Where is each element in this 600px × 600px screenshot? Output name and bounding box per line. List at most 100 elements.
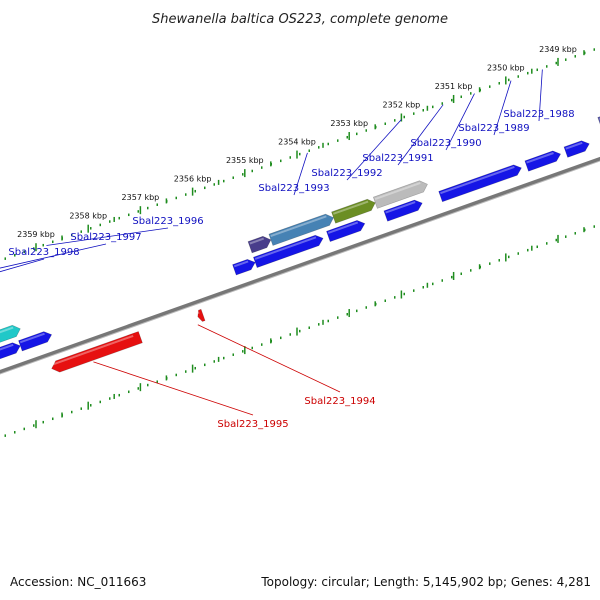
backbone-shadow bbox=[0, 160, 600, 375]
gene-arrow-highlight bbox=[565, 141, 583, 150]
scale-dot bbox=[346, 135, 348, 139]
scale-dot bbox=[337, 139, 339, 142]
scale-dot bbox=[185, 193, 187, 196]
label-leader-lines bbox=[0, 69, 543, 416]
label-leader-line bbox=[46, 227, 169, 246]
label-leader-line bbox=[93, 361, 254, 416]
scale-dot bbox=[261, 343, 263, 346]
scale-dot bbox=[327, 319, 329, 323]
gene-arrow-highlight bbox=[249, 237, 265, 245]
scale-tick-label: 2357 kbp bbox=[122, 193, 160, 202]
scale-tick-label: 2356 kbp bbox=[174, 175, 212, 184]
gene-arrow-highlight bbox=[327, 221, 359, 234]
scale-dot bbox=[546, 65, 548, 68]
scale-dot bbox=[451, 98, 453, 102]
scale-dot bbox=[555, 61, 557, 65]
scale-dot bbox=[42, 243, 44, 247]
gene-arrow bbox=[268, 213, 334, 246]
gene-label[interactable]: Sbal223_1993 bbox=[258, 183, 329, 194]
scale-dot bbox=[261, 166, 263, 169]
scale-tick-label: 2352 kbp bbox=[383, 101, 421, 110]
scale-dot bbox=[242, 173, 244, 176]
genome-summary-text: Topology: circular; Length: 5,145,902 bp… bbox=[260, 575, 591, 589]
scale-dot bbox=[23, 250, 25, 254]
gene-arrow bbox=[383, 199, 423, 222]
scale-dot bbox=[327, 142, 329, 146]
scale-dot bbox=[194, 366, 196, 370]
scale-dot bbox=[137, 210, 139, 213]
scale-tick-label: 2355 kbp bbox=[226, 156, 264, 165]
gene-label[interactable]: Sbal223_1998 bbox=[8, 247, 79, 258]
scale-dot bbox=[299, 152, 301, 156]
label-leader-line bbox=[293, 152, 308, 196]
scale-tick-label: 2349 kbp bbox=[539, 45, 577, 54]
scale-dot bbox=[251, 346, 253, 350]
scale-dot bbox=[394, 119, 396, 122]
map-title: Shewanella baltica OS223, complete genom… bbox=[152, 12, 448, 27]
gene-arrow-highlight bbox=[197, 311, 200, 314]
scale-track-upper: 2349 kbp 2350 kbp 2351 kbp 2352 kbp 2353 kbp… bbox=[4, 45, 595, 260]
scale-dot bbox=[318, 146, 320, 149]
scale-dot bbox=[470, 92, 472, 95]
gene-arrow bbox=[563, 140, 590, 158]
scale-dot bbox=[71, 233, 73, 237]
scale-dot bbox=[498, 259, 500, 262]
scale-dot bbox=[71, 410, 73, 414]
scale-dot bbox=[99, 223, 101, 227]
scale-dot bbox=[109, 220, 111, 223]
scale-dot bbox=[175, 373, 177, 377]
scale-tick-label: 2359 kbp bbox=[17, 230, 55, 239]
gene-label[interactable]: Sbal223_1992 bbox=[311, 168, 382, 179]
scale-dot bbox=[14, 254, 16, 257]
gene-arrow bbox=[372, 180, 428, 209]
gene-arrow bbox=[247, 235, 272, 254]
scale-dot bbox=[536, 68, 538, 72]
gene-arrow-highlight bbox=[270, 215, 327, 238]
scale-dot bbox=[156, 380, 158, 383]
accession-text: Accession: NC_011663 bbox=[10, 575, 146, 589]
gene-label[interactable]: Sbal223_1994 bbox=[304, 396, 375, 407]
label-leader-line bbox=[346, 119, 402, 181]
scale-dot bbox=[52, 240, 54, 244]
scale-dot bbox=[4, 434, 6, 437]
scale-dot bbox=[574, 232, 576, 235]
scale-dot bbox=[194, 189, 196, 193]
scale-dot bbox=[318, 323, 320, 326]
gene-label[interactable]: Sbal223_1989 bbox=[458, 123, 529, 134]
scale-dot bbox=[555, 238, 557, 242]
gene-label[interactable]: Sbal223_1996 bbox=[132, 216, 203, 227]
label-leader-line bbox=[445, 93, 475, 151]
gene-arrow-highlight bbox=[526, 152, 554, 164]
scale-dot bbox=[432, 105, 434, 109]
scale-dot bbox=[413, 112, 415, 115]
scale-dot bbox=[527, 71, 529, 75]
scale-dot bbox=[128, 213, 130, 217]
gene-label[interactable]: Sbal223_1988 bbox=[503, 109, 574, 120]
scale-dot bbox=[593, 225, 595, 228]
scale-dot bbox=[289, 333, 291, 336]
gene-label[interactable]: Sbal223_1997 bbox=[70, 232, 141, 243]
scale-tick-label: 2353 kbp bbox=[330, 119, 368, 128]
gene-label[interactable]: Sbal223_1990 bbox=[410, 138, 481, 149]
label-leader-line bbox=[493, 80, 512, 136]
scale-dot bbox=[308, 149, 310, 152]
scale-dot bbox=[90, 227, 92, 230]
scale-dot bbox=[33, 424, 35, 427]
scale-dot bbox=[23, 427, 25, 431]
scale-dot bbox=[251, 169, 253, 173]
scale-dot bbox=[565, 235, 567, 238]
scale-dot bbox=[128, 390, 130, 394]
scale-dot bbox=[213, 183, 215, 186]
gene-label[interactable]: Sbal223_1995 bbox=[217, 419, 288, 430]
scale-dot bbox=[204, 186, 206, 190]
label-leader-line bbox=[538, 69, 543, 122]
gene-label[interactable]: Sbal223_1991 bbox=[362, 153, 433, 164]
scale-dot bbox=[460, 95, 462, 99]
scale-dot bbox=[403, 292, 405, 296]
scale-dot bbox=[460, 272, 462, 276]
scale-dot bbox=[346, 312, 348, 316]
scale-dot bbox=[223, 179, 225, 183]
scale-dot bbox=[384, 122, 386, 126]
scale-dot bbox=[536, 245, 538, 249]
scale-dot bbox=[508, 78, 510, 82]
